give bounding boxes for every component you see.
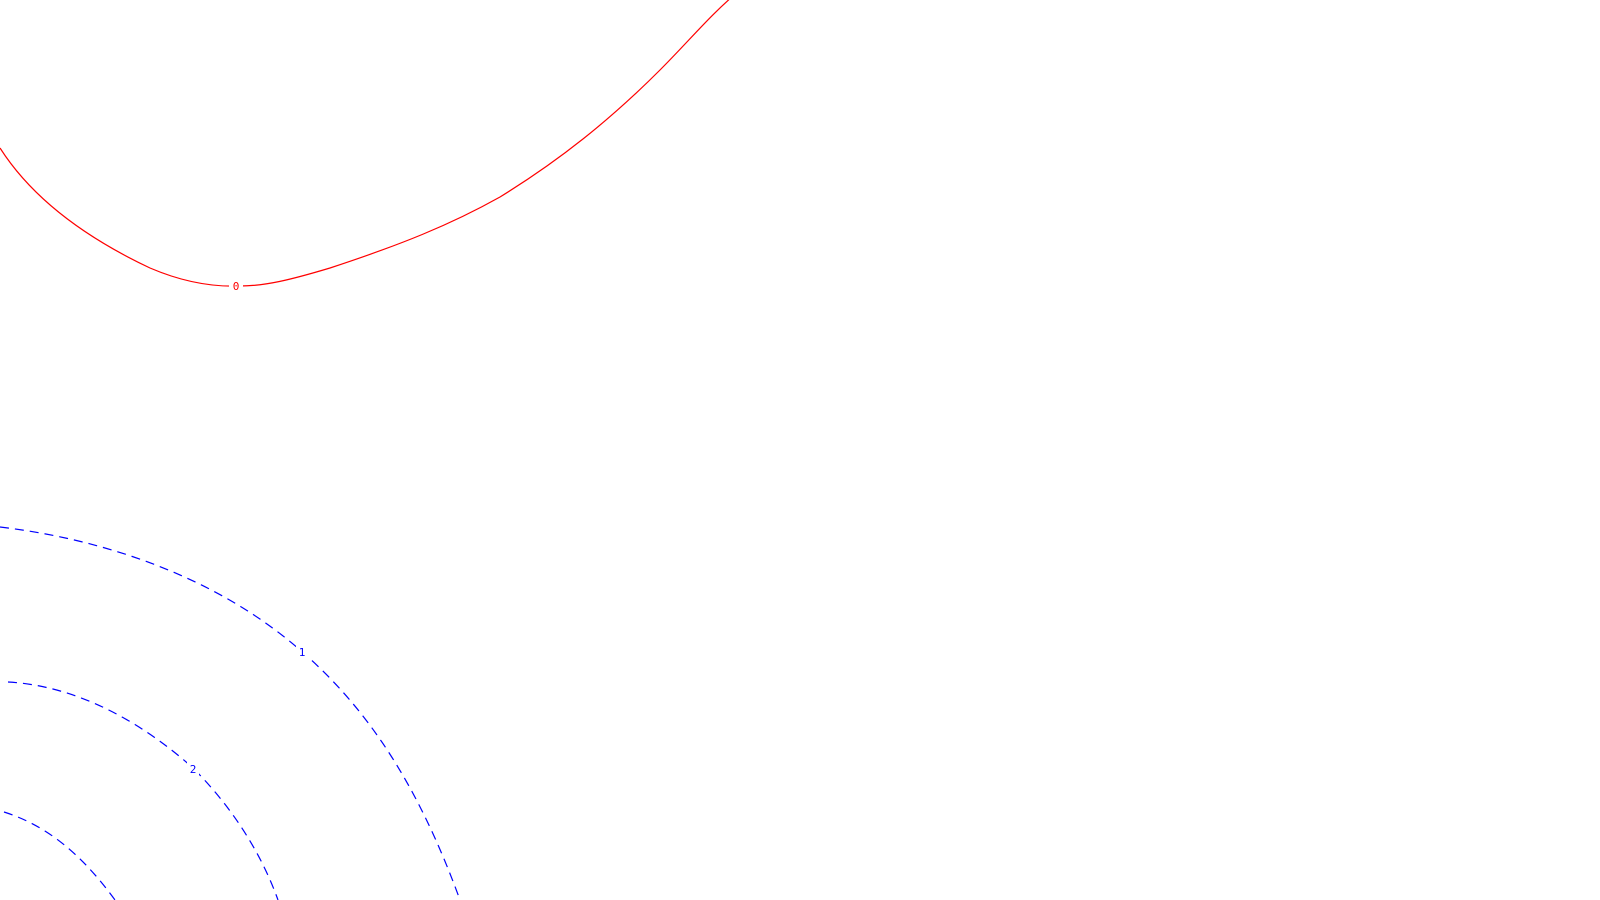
contour-line-three xyxy=(3,811,116,900)
contour-line-one xyxy=(0,526,461,900)
contour-label-two-bg xyxy=(187,762,199,776)
contour-line-zero xyxy=(0,0,730,287)
contour-label-two: 2 xyxy=(190,763,197,776)
contour-label-one-bg xyxy=(296,645,308,659)
contour-label-zero: 0 xyxy=(233,280,240,293)
contour-label-zero-bg xyxy=(229,279,243,293)
contour-line-two xyxy=(7,681,279,900)
contour-label-one: 1 xyxy=(299,646,306,659)
